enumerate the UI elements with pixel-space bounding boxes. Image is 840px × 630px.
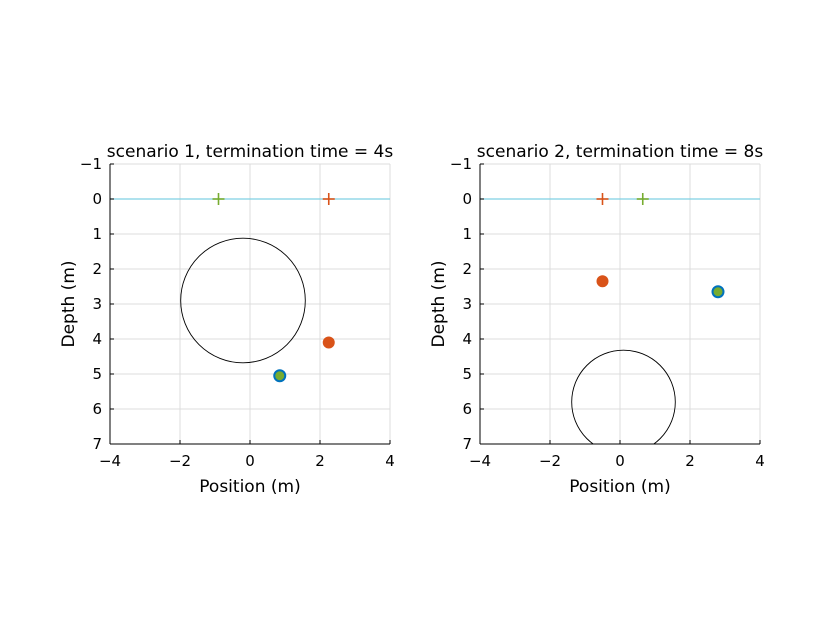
y-tick-label: 4	[92, 330, 102, 348]
plot-content	[480, 193, 760, 444]
x-tick-label: 0	[615, 452, 625, 470]
y-tick-label: 5	[92, 365, 102, 383]
obstacle-circle	[571, 349, 676, 444]
x-axis-label: Position (m)	[569, 477, 670, 497]
plus-marker	[212, 193, 225, 205]
x-tick-label: −4	[99, 452, 121, 470]
plot-content	[110, 193, 390, 383]
y-tick-label: 6	[462, 400, 472, 418]
dot-marker	[322, 336, 335, 349]
y-tick-label: 7	[92, 435, 102, 453]
y-axis-label: Depth (m)	[59, 260, 79, 347]
y-tick-label: −1	[450, 155, 472, 173]
y-tick-label: 0	[92, 190, 102, 208]
chart-title: scenario 1, termination time = 4s	[107, 142, 394, 162]
ringed-dot-marker	[273, 369, 287, 383]
plot-area: −4 −2 0 2 4 −1 0 1 2 3 4 5 6 7	[450, 155, 765, 470]
x-tick-label: −2	[169, 452, 191, 470]
plus-marker	[596, 193, 609, 205]
plot-area: −4 −2 0 2 4 −1 0 1 2 3 4 5 6 7	[80, 155, 395, 470]
x-tick-label: 0	[245, 452, 255, 470]
plus-marker	[636, 193, 649, 205]
chart-title: scenario 2, termination time = 8s	[477, 142, 764, 162]
chart-panel-scenario-1: scenario 1, termination time = 4s Positi…	[59, 142, 395, 497]
x-tick-label: 4	[385, 452, 395, 470]
dot-marker	[596, 275, 609, 288]
plus-marker	[322, 193, 335, 205]
x-tick-label: 2	[315, 452, 325, 470]
x-tick-label: −2	[539, 452, 561, 470]
x-tick-label: −4	[469, 452, 491, 470]
x-tick-label: 2	[685, 452, 695, 470]
y-tick-label: 6	[92, 400, 102, 418]
y-tick-label: 7	[462, 435, 472, 453]
x-axis-label: Position (m)	[199, 477, 300, 497]
y-axis-label: Depth (m)	[429, 260, 449, 347]
y-tick-label: 3	[462, 295, 472, 313]
y-tick-label: 3	[92, 295, 102, 313]
y-tick-label: 2	[462, 260, 472, 278]
y-tick-label: 4	[462, 330, 472, 348]
x-tick-label: 4	[755, 452, 765, 470]
y-tick-label: −1	[80, 155, 102, 173]
y-tick-label: 1	[92, 225, 102, 243]
obstacle-circle	[180, 237, 306, 364]
y-tick-label: 0	[462, 190, 472, 208]
y-tick-label: 2	[92, 260, 102, 278]
chart-panel-scenario-2: scenario 2, termination time = 8s Positi…	[429, 142, 765, 497]
ringed-dot-marker	[711, 285, 725, 299]
y-tick-label: 1	[462, 225, 472, 243]
y-tick-label: 5	[462, 365, 472, 383]
